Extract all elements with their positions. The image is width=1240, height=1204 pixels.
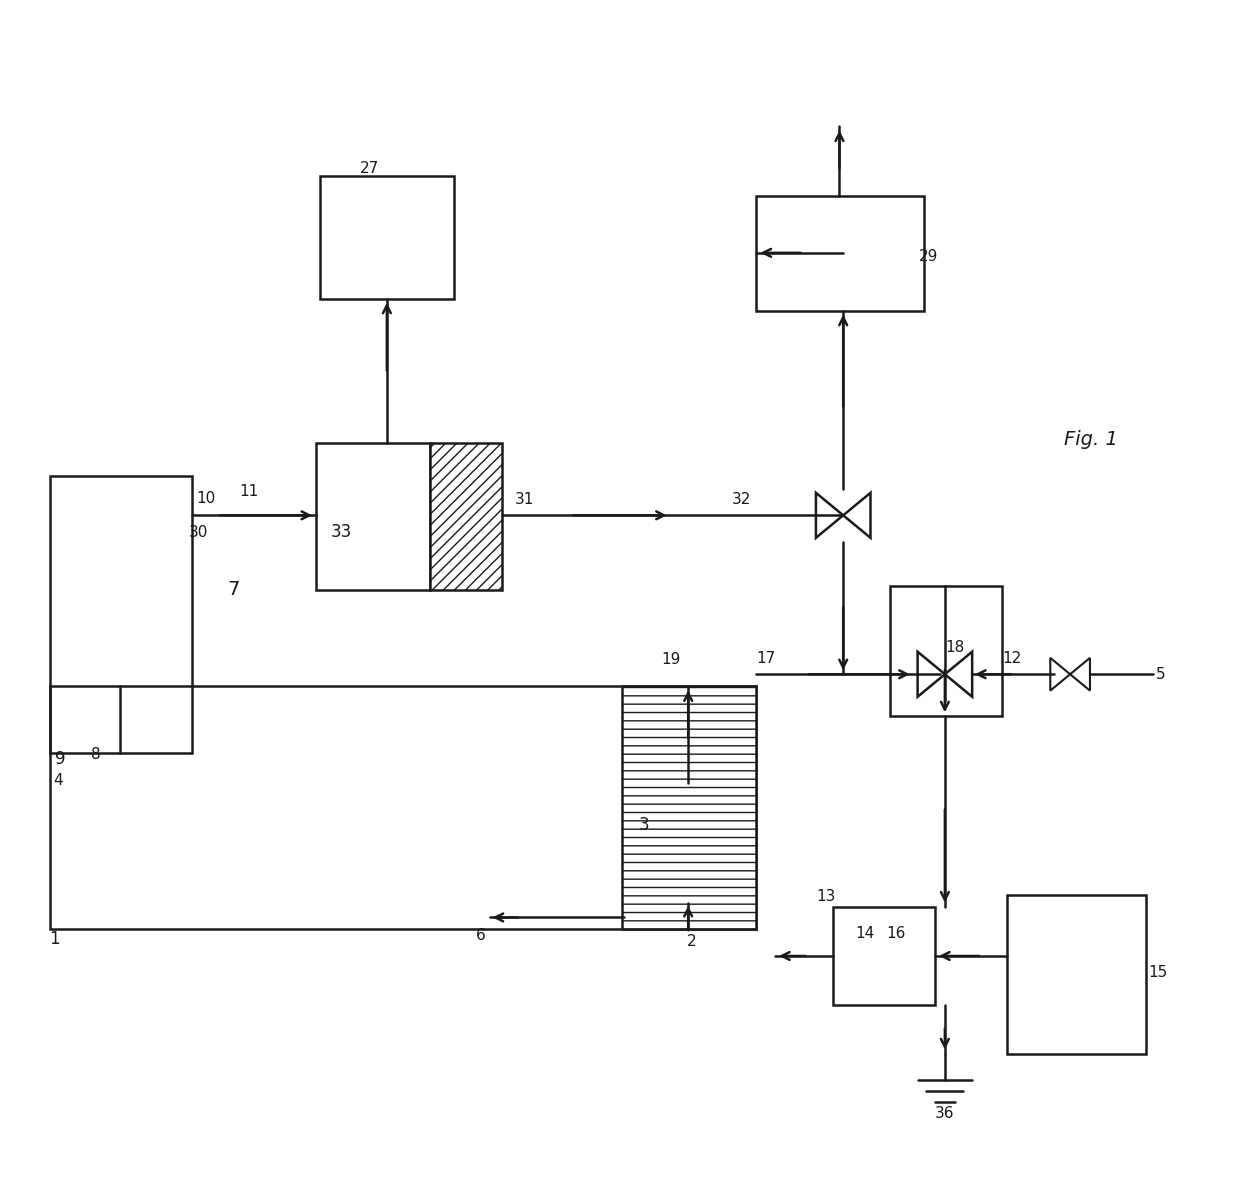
Text: 5: 5	[1156, 667, 1166, 681]
Polygon shape	[816, 492, 843, 538]
Bar	[430, 443, 502, 590]
Text: 32: 32	[732, 492, 751, 507]
Text: 27: 27	[360, 161, 379, 176]
Bar	[756, 196, 924, 311]
Text: 15: 15	[1148, 966, 1168, 980]
Polygon shape	[945, 651, 972, 697]
Text: 6: 6	[476, 928, 486, 943]
Text: 1: 1	[50, 931, 61, 948]
Text: 19: 19	[661, 653, 681, 667]
Bar	[50, 686, 756, 929]
Text: 14: 14	[856, 926, 875, 940]
Text: 31: 31	[515, 492, 534, 507]
Text: 33: 33	[331, 524, 352, 541]
Text: 11: 11	[239, 484, 259, 498]
Text: 2: 2	[687, 934, 697, 949]
Text: 18: 18	[945, 641, 965, 655]
Bar	[833, 907, 935, 1005]
Text: 29: 29	[919, 249, 939, 264]
Text: Fig. 1: Fig. 1	[1064, 430, 1118, 449]
Polygon shape	[1050, 657, 1070, 691]
Text: 36: 36	[935, 1106, 955, 1121]
Text: 13: 13	[816, 890, 836, 904]
Bar	[316, 443, 430, 590]
Text: 30: 30	[188, 525, 208, 539]
Text: 12: 12	[1002, 651, 1022, 666]
Bar	[890, 586, 1002, 716]
Bar	[320, 176, 454, 299]
Text: 17: 17	[756, 651, 776, 666]
Text: 10: 10	[196, 491, 216, 506]
Polygon shape	[843, 492, 870, 538]
Bar	[1007, 895, 1146, 1054]
Text: 8: 8	[91, 748, 100, 762]
Polygon shape	[918, 651, 945, 697]
Text: 3: 3	[639, 816, 650, 833]
Bar	[622, 686, 756, 929]
Text: 4: 4	[53, 773, 63, 787]
Polygon shape	[1070, 657, 1090, 691]
Text: 9: 9	[55, 750, 64, 767]
Bar	[50, 476, 192, 752]
Text: 16: 16	[887, 926, 906, 940]
Text: 7: 7	[227, 580, 239, 600]
